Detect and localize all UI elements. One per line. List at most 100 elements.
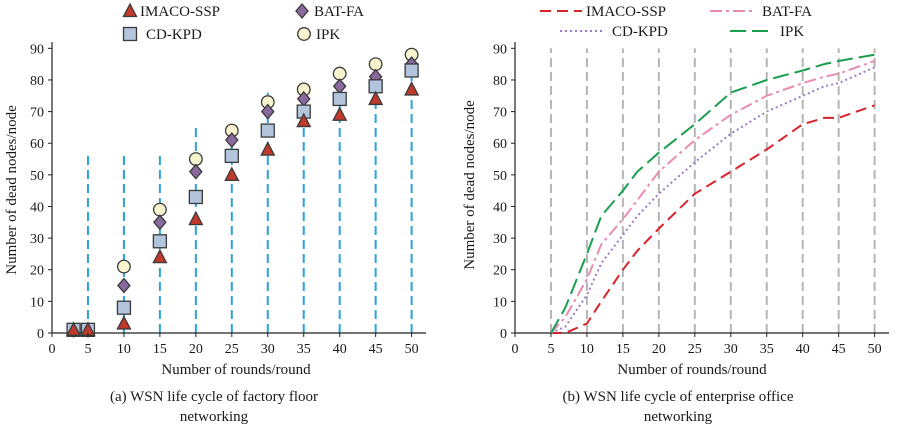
panel-a-xtick-label-0: 0 — [49, 342, 56, 357]
series-bat-fa — [66, 56, 419, 338]
panel-a-ytick-label-30: 30 — [30, 232, 44, 247]
point-cd-kpd-10 — [116, 300, 132, 315]
legend-a-label-cd-kpd: CD-KPD — [146, 27, 202, 43]
panel-b-ytick-label-80: 80 — [493, 74, 507, 89]
panel-a-xtick-label-40: 40 — [333, 342, 347, 357]
panel-a-xtick-label-10: 10 — [117, 342, 131, 357]
legend-a-symbol-bat-fa — [295, 3, 309, 19]
panel-b-grid — [549, 48, 876, 333]
panel-b-xtick-label-50: 50 — [868, 342, 882, 357]
panel-b-ylabel: Number of dead nodes/node — [462, 100, 478, 270]
panel-a-xlabel: Number of rounds/round — [161, 362, 311, 378]
panel-b-xtick-label-10: 10 — [580, 342, 594, 357]
legend-b-label-bat-fa: BAT-FA — [762, 4, 812, 20]
point-bat-fa-20 — [188, 163, 203, 180]
panel-b-xtick-label-45: 45 — [832, 342, 846, 357]
point-imaco-ssp-25 — [224, 166, 240, 181]
point-cd-kpd-50 — [404, 63, 419, 78]
point-cd-kpd-40 — [332, 91, 347, 107]
panel-a-ytick-label-10: 10 — [30, 295, 44, 310]
point-ipk-15 — [152, 202, 167, 217]
panel-b-ytick-label-0: 0 — [500, 327, 507, 342]
point-imaco-ssp-3 — [66, 321, 82, 336]
legend-b-imaco-ssp: IMACO-SSP — [540, 4, 666, 20]
panel-a-ytick-label-0: 0 — [37, 327, 44, 342]
legend-a-symbol-ipk — [297, 27, 311, 41]
legend-b-label-ipk: IPK — [780, 24, 804, 40]
panel-b-ticks: 0 5 10 15 20 25 30 35 40 45 50 0 10 20 30 40 50 60 70 80 90 — [493, 42, 882, 357]
point-bat-fa-30 — [260, 103, 275, 120]
panel-b-legend: IMACO-SSP BAT-FA CD-KPD IPK — [540, 4, 812, 40]
legend-a-ipk: IPK — [297, 27, 340, 43]
panel-a-ytick-label-60: 60 — [30, 137, 44, 152]
panel-a-xtick-label-25: 25 — [225, 342, 239, 357]
legend-a-label-bat-fa: BAT-FA — [314, 4, 364, 20]
panel-a-ytick-label-90: 90 — [30, 42, 44, 57]
legend-b-cd-kpd: CD-KPD — [560, 24, 668, 40]
legend-a-cd-kpd: CD-KPD — [122, 26, 202, 43]
panel-a-xtick-label-50: 50 — [405, 342, 419, 357]
point-cd-kpd-20 — [188, 189, 203, 205]
panel-b-ytick-label-20: 20 — [493, 264, 507, 279]
panel-b-xtick-label-25: 25 — [688, 342, 702, 357]
point-cd-kpd-30 — [260, 123, 275, 138]
panel-b-caption-line2: networking — [644, 409, 713, 425]
panel-a-xtick-label-35: 35 — [297, 342, 311, 357]
panel-b-ytick-label-10: 10 — [493, 295, 507, 310]
point-ipk-45 — [368, 57, 383, 72]
panel-a-legend: IMACO-SSP BAT-FA CD-KPD IPK — [122, 2, 364, 43]
legend-a-symbol-imaco-ssp — [122, 2, 138, 18]
point-imaco-ssp-20 — [188, 210, 204, 226]
series-imaco-ssp — [66, 81, 420, 336]
panel-b-xtick-label-40: 40 — [796, 342, 810, 357]
panel-a-marks — [66, 47, 420, 338]
line-ipk — [550, 53, 875, 334]
line-bat-fa — [550, 60, 875, 334]
panel-b-caption-line1: (b) WSN life cycle of enterprise office — [562, 389, 793, 405]
series-cd-kpd — [66, 63, 419, 337]
legend-a-label-imaco-ssp: IMACO-SSP — [140, 4, 220, 20]
point-bat-fa-15 — [153, 214, 167, 231]
line-cd-kpd — [550, 66, 876, 334]
panel-b: 0 5 10 15 20 25 30 35 40 45 500102030405060708090 … — [462, 4, 889, 425]
panel-a-axes — [51, 42, 426, 334]
panel-b-xtick-label-0: 0 — [512, 342, 519, 357]
point-cd-kpd-25 — [224, 148, 239, 164]
point-bat-fa-10 — [117, 277, 131, 294]
panel-b-axes — [514, 42, 889, 334]
legend-a-bat-fa: BAT-FA — [295, 3, 364, 20]
legend-a-symbol-cd-kpd — [122, 26, 138, 42]
panel-a-ytick-label-70: 70 — [30, 106, 44, 121]
panel-b-xtick-label-15: 15 — [616, 342, 630, 357]
point-bat-fa-40 — [332, 78, 347, 95]
legend-b-label-cd-kpd: CD-KPD — [612, 24, 668, 40]
panel-b-xtick-label-30: 30 — [724, 342, 738, 357]
panel-a-caption-line2: networking — [180, 409, 249, 425]
point-bat-fa-25 — [224, 132, 239, 149]
panel-b-ytick-label-60: 60 — [493, 137, 507, 152]
panel-a-ytick-label-20: 20 — [30, 264, 44, 279]
panel-a-ytick-label-80: 80 — [30, 74, 44, 89]
point-ipk-40 — [332, 66, 347, 81]
panel-a-xtick-label-15: 15 — [153, 342, 167, 357]
point-imaco-ssp-45 — [368, 90, 384, 106]
panel-b-ytick-label-90: 90 — [493, 42, 507, 57]
legend-b-label-imaco-ssp: IMACO-SSP — [586, 4, 666, 20]
panel-b-xlabel: Number of rounds/round — [617, 362, 767, 378]
point-ipk-20 — [188, 152, 203, 166]
point-imaco-ssp-40 — [332, 106, 348, 121]
panel-a-grid — [86, 54, 413, 333]
point-imaco-ssp-50 — [404, 81, 420, 96]
panel-b-ytick-label-70: 70 — [493, 106, 507, 121]
panel-a-ytick-label-40: 40 — [30, 200, 44, 215]
panel-b-ytick-label-30: 30 — [493, 232, 507, 247]
panel-b-xtick-label-35: 35 — [760, 342, 774, 357]
point-ipk-10 — [116, 259, 131, 274]
panel-a-caption-line1: (a) WSN life cycle of factory floor — [110, 389, 318, 405]
line-imaco-ssp — [551, 104, 875, 334]
point-imaco-ssp-35 — [296, 112, 312, 128]
point-imaco-ssp-10 — [116, 315, 132, 330]
legend-b-ipk: IPK — [730, 24, 804, 40]
panel-a-xtick-label-5: 5 — [84, 342, 91, 357]
